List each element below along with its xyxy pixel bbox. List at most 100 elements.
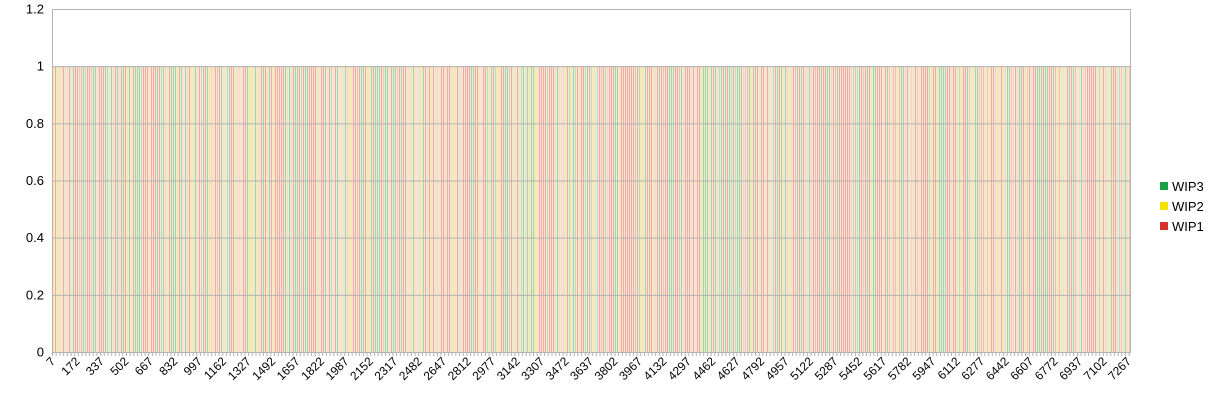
bar xyxy=(767,66,768,353)
bar xyxy=(1117,66,1118,353)
bar xyxy=(1037,66,1038,353)
bar xyxy=(351,66,352,353)
bar xyxy=(267,66,268,353)
bar xyxy=(279,66,280,353)
bar xyxy=(883,66,884,353)
bar xyxy=(133,66,134,353)
bar xyxy=(259,66,260,353)
bar xyxy=(779,66,780,353)
bar xyxy=(123,66,124,353)
bar xyxy=(867,66,868,353)
bar xyxy=(447,66,448,353)
bar xyxy=(887,66,888,353)
bar xyxy=(949,66,950,353)
bar xyxy=(483,66,484,353)
bar xyxy=(469,66,470,353)
bar xyxy=(475,66,476,353)
bar xyxy=(105,66,106,353)
bar xyxy=(575,66,576,353)
bar xyxy=(865,66,866,353)
bar xyxy=(465,66,466,353)
x-tick-label: 2977 xyxy=(469,354,498,383)
y-tick-label: 0.8 xyxy=(26,116,44,131)
bar xyxy=(815,66,816,353)
bar xyxy=(529,66,530,353)
bar xyxy=(383,66,384,353)
bar xyxy=(567,66,568,353)
bar xyxy=(263,66,264,353)
bar xyxy=(1087,66,1088,353)
x-tick-label: 6112 xyxy=(935,354,963,382)
bar xyxy=(625,66,626,353)
bar xyxy=(859,66,860,353)
bar xyxy=(535,66,536,353)
bar xyxy=(581,66,582,353)
bar xyxy=(1015,66,1016,353)
bar xyxy=(205,66,206,353)
bar xyxy=(1021,66,1022,353)
bar xyxy=(1055,66,1056,353)
bar xyxy=(455,66,456,353)
bar xyxy=(969,66,970,353)
bar xyxy=(895,66,896,353)
bar xyxy=(345,66,346,353)
bar xyxy=(513,66,514,353)
bar xyxy=(415,66,416,353)
bar xyxy=(57,66,58,353)
bar xyxy=(929,66,930,353)
bar xyxy=(325,66,326,353)
bar xyxy=(271,66,272,353)
bar xyxy=(89,66,90,353)
bar xyxy=(285,66,286,353)
bar xyxy=(467,66,468,353)
bar xyxy=(1067,66,1068,353)
bar xyxy=(661,66,662,353)
bar xyxy=(95,66,96,353)
bar xyxy=(729,66,730,353)
bar xyxy=(837,66,838,353)
bar xyxy=(79,66,80,353)
bar xyxy=(1079,66,1080,353)
bar xyxy=(845,66,846,353)
bar xyxy=(277,66,278,353)
bar xyxy=(521,66,522,353)
bar xyxy=(801,66,802,353)
bar xyxy=(757,66,758,353)
bar xyxy=(327,66,328,353)
x-tick-label: 5287 xyxy=(812,354,841,383)
x-tick-label: 5947 xyxy=(910,354,939,383)
bar xyxy=(679,66,680,353)
bar xyxy=(369,66,370,353)
bar xyxy=(337,66,338,353)
x-tick-label: 502 xyxy=(107,354,131,378)
bar xyxy=(493,66,494,353)
bar xyxy=(137,66,138,353)
x-tick-label: 4462 xyxy=(690,354,719,383)
bar xyxy=(495,66,496,353)
x-tick-label: 7102 xyxy=(1081,354,1110,383)
bar xyxy=(717,66,718,353)
bar xyxy=(637,66,638,353)
bar xyxy=(973,66,974,353)
y-tick-label: 1.2 xyxy=(26,2,44,17)
bar xyxy=(433,66,434,353)
bar xyxy=(363,66,364,353)
bar xyxy=(781,66,782,353)
bar xyxy=(1125,66,1126,353)
bar xyxy=(1083,66,1084,353)
bar xyxy=(909,66,910,353)
bar xyxy=(775,66,776,353)
bar xyxy=(431,66,432,353)
bar xyxy=(709,66,710,353)
bar xyxy=(131,66,132,353)
bar xyxy=(675,66,676,353)
bar xyxy=(569,66,570,353)
bar xyxy=(657,66,658,353)
bar xyxy=(1033,66,1034,353)
bar xyxy=(165,66,166,353)
bar xyxy=(755,66,756,353)
bar xyxy=(511,66,512,353)
bar xyxy=(507,66,508,353)
bar xyxy=(169,66,170,353)
bar xyxy=(305,66,306,353)
